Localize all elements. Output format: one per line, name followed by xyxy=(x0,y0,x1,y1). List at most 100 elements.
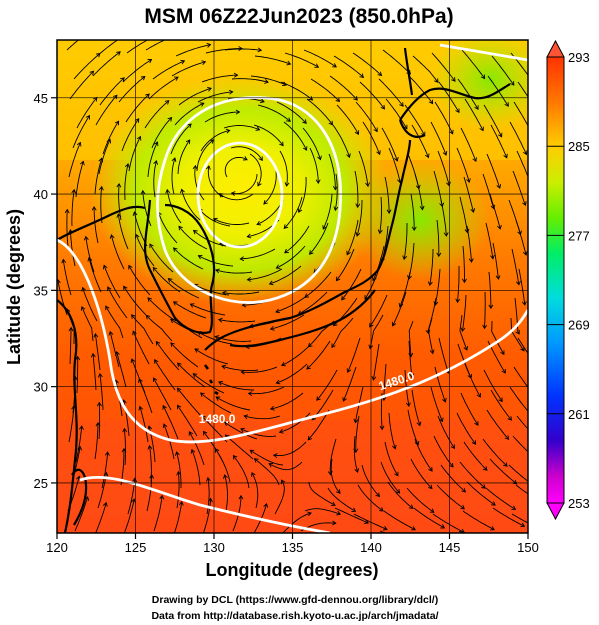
streamline-arrow xyxy=(332,185,338,191)
streamline xyxy=(514,297,520,335)
streamline-arrow xyxy=(79,425,84,430)
streamline xyxy=(436,219,440,257)
streamline xyxy=(362,121,381,155)
streamline xyxy=(125,93,150,123)
streamline-arrow xyxy=(176,387,182,393)
streamline-arrow xyxy=(121,447,127,453)
streamline xyxy=(516,150,528,178)
streamline-arrow xyxy=(440,524,446,529)
streamline xyxy=(509,386,528,412)
streamline-arrow xyxy=(472,157,477,163)
streamline-arrow xyxy=(145,314,151,320)
streamline xyxy=(331,536,367,539)
streamline-arrow xyxy=(346,250,351,256)
streamline xyxy=(190,303,226,316)
streamline-arrow xyxy=(331,520,337,526)
streamline xyxy=(75,426,83,463)
streamline xyxy=(247,268,283,281)
streamline xyxy=(403,223,408,260)
streamline xyxy=(316,369,338,401)
streamline xyxy=(304,271,332,298)
streamline xyxy=(346,219,359,255)
streamline-arrow xyxy=(80,305,86,311)
streamline-arrow xyxy=(333,206,339,212)
credit-data: Data from http://database.rish.kyoto-u.a… xyxy=(151,610,438,622)
streamline-arrow xyxy=(331,343,336,349)
streamline xyxy=(491,321,505,355)
streamline-arrow xyxy=(316,396,321,401)
streamline-arrow xyxy=(152,377,158,383)
x-axis-ticks: 120 125 130 135 140 145 150 xyxy=(46,533,539,555)
streamline xyxy=(269,265,302,285)
streamline-arrow xyxy=(335,97,341,103)
streamline xyxy=(88,257,102,293)
streamline-arrow xyxy=(269,405,275,411)
streamline-arrow xyxy=(429,508,435,513)
streamline-arrow xyxy=(496,184,502,189)
streamline-arrow xyxy=(332,63,337,68)
streamline xyxy=(231,78,269,83)
streamline xyxy=(123,499,135,533)
streamline xyxy=(205,48,243,54)
streamline xyxy=(511,248,520,285)
streamline-arrow xyxy=(246,277,252,282)
korea-coastline xyxy=(144,199,216,334)
streamline xyxy=(384,176,390,214)
streamline xyxy=(356,200,363,237)
coastlines xyxy=(57,47,511,533)
streamline-arrow xyxy=(336,489,341,495)
streamline xyxy=(109,331,120,368)
x-tick-label: 130 xyxy=(203,540,225,555)
streamline-arrow xyxy=(232,454,238,460)
streamline-arrow xyxy=(474,105,479,111)
streamline xyxy=(355,415,360,453)
southern-honshu-coastline xyxy=(229,289,376,348)
streamline-arrow xyxy=(138,405,144,411)
streamline xyxy=(103,265,121,299)
streamline xyxy=(333,55,364,78)
streamline xyxy=(162,405,179,440)
streamline xyxy=(283,121,307,151)
streamline xyxy=(462,510,495,531)
streamline-arrow xyxy=(380,104,386,110)
streamline xyxy=(388,147,401,183)
streamline xyxy=(464,363,481,398)
streamline-arrow xyxy=(180,188,185,194)
streamline xyxy=(485,487,516,510)
streamline-arrow xyxy=(479,126,484,132)
streamline xyxy=(240,428,277,437)
streamline xyxy=(509,121,527,155)
streamline-arrow xyxy=(377,229,383,235)
streamline-arrow xyxy=(428,99,434,105)
streamline xyxy=(116,351,127,388)
streamline-arrow xyxy=(281,361,286,367)
streamline xyxy=(280,81,313,101)
streamline xyxy=(279,150,288,187)
streamline xyxy=(512,170,526,206)
streamline-arrow xyxy=(172,301,178,306)
streamline-arrow xyxy=(304,293,310,298)
streamline xyxy=(194,165,205,201)
streamline xyxy=(327,487,356,512)
streamline-arrow xyxy=(257,181,262,187)
streamline xyxy=(270,314,305,330)
streamline xyxy=(249,449,284,466)
streamline-arrow xyxy=(131,314,136,319)
streamline-arrow xyxy=(249,449,255,454)
streamline-arrow xyxy=(98,185,104,191)
streamline-arrow xyxy=(207,497,213,503)
colorbar-tick-label: 277 xyxy=(568,228,590,243)
streamline xyxy=(387,481,414,509)
streamline xyxy=(466,481,496,506)
streamline xyxy=(73,53,101,80)
streamline-arrow xyxy=(481,484,486,489)
streamline xyxy=(99,373,104,411)
streamline xyxy=(512,435,528,453)
streamline xyxy=(95,94,118,126)
y-tick-label: 25 xyxy=(34,476,48,491)
streamline-arrow xyxy=(355,231,361,237)
streamline-arrow xyxy=(221,290,227,296)
streamline xyxy=(457,78,479,110)
streamline-arrow xyxy=(520,346,525,352)
streamline xyxy=(257,104,291,122)
